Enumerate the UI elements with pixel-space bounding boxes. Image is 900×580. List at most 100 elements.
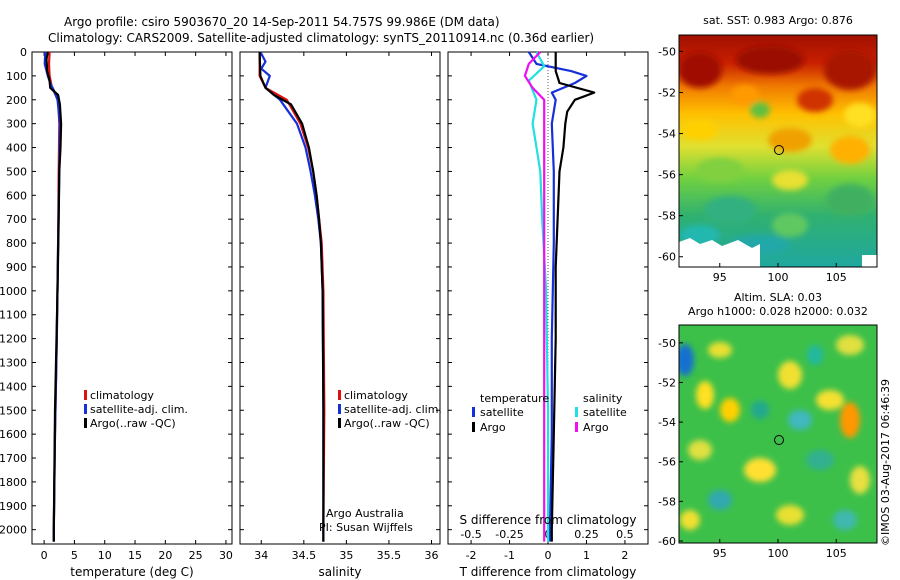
legend-swatch xyxy=(84,390,87,400)
depth-tick-label: 500 xyxy=(6,165,27,178)
sla-map-subtitle: Argo h1000: 0.028 h2000: 0.032 xyxy=(688,305,868,318)
x-tick-label: 2 xyxy=(621,549,628,562)
map-y-tick-label: -60 xyxy=(658,251,676,264)
map-y-tick-label: -52 xyxy=(658,376,676,389)
map-y-tick-label: -58 xyxy=(658,495,676,508)
depth-tick-label: 1900 xyxy=(0,500,27,513)
x-tick-label: 15 xyxy=(128,549,142,562)
x-tick-label: -2 xyxy=(466,549,477,562)
s-diff-tick-label: -0.25 xyxy=(495,528,523,541)
salinity-xlabel: salinity xyxy=(318,565,361,579)
s-diff-tick-label: 0.5 xyxy=(616,528,634,541)
x-tick-label: 20 xyxy=(158,549,172,562)
depth-tick-label: 1400 xyxy=(0,380,27,393)
map-x-tick-label: 100 xyxy=(768,271,789,284)
depth-tick-label: 1600 xyxy=(0,428,27,441)
series-line-satellite-adj-clim- xyxy=(259,51,325,542)
series-line-satellite xyxy=(527,51,550,542)
legend-swatch xyxy=(338,390,341,400)
pi-label: PI: Susan Wijffels xyxy=(319,521,413,534)
legend-label: satellite-adj. clim. xyxy=(344,403,442,416)
sst-argo-location-marker xyxy=(774,145,784,155)
salinity-plot: 34 34.5 35 35.5 36 climatologysatellite-adj. … xyxy=(254,51,442,562)
sst-map: sat. SST: 0.983 Argo: 0.876 xyxy=(658,14,878,284)
sla-argo-location-marker xyxy=(774,435,784,445)
map-y-tick-label: -50 xyxy=(658,337,676,350)
x-tick-label: 34.5 xyxy=(292,549,317,562)
legend-label: satellite xyxy=(583,406,627,419)
x-tick-label: 1 xyxy=(583,549,590,562)
legend-swatch xyxy=(338,404,341,414)
salinity-plot-frame xyxy=(239,51,441,545)
legend-label: Argo xyxy=(480,421,506,434)
depth-tick-label: 600 xyxy=(6,189,27,202)
legend-header-salinity: salinity xyxy=(583,392,623,405)
depth-axis: 0 100 200 300 400 500 600 700 800 900 1000 1100 1200… xyxy=(0,46,648,537)
legend-swatch xyxy=(472,422,475,432)
temperature-xlabel: temperature (deg C) xyxy=(70,565,193,579)
x-tick-label: 10 xyxy=(98,549,112,562)
legend-label: Argo(..raw -QC) xyxy=(344,417,430,430)
map-y-tick-label: -60 xyxy=(658,535,676,548)
x-tick-label: 35 xyxy=(339,549,353,562)
depth-tick-label: 300 xyxy=(6,118,27,131)
depth-tick-label: 800 xyxy=(6,237,27,250)
imos-credit: ©IMOS 03-Aug-2017 06:46:39 xyxy=(879,379,892,546)
map-y-tick-label: -58 xyxy=(658,210,676,223)
x-tick-label: 25 xyxy=(189,549,203,562)
x-tick-label: 5 xyxy=(71,549,78,562)
series-line-argo-raw-qc- xyxy=(45,51,63,542)
legend-swatch xyxy=(575,422,578,432)
legend-swatch xyxy=(472,407,475,417)
x-tick-label: 36 xyxy=(424,549,438,562)
depth-tick-label: 1200 xyxy=(0,333,27,346)
depth-tick-label: 1700 xyxy=(0,452,27,465)
series-line-satellite xyxy=(527,51,588,542)
x-tick-label: -1 xyxy=(504,549,515,562)
s-diff-tick-label: -0.5 xyxy=(460,528,481,541)
depth-tick-label: 1300 xyxy=(0,356,27,369)
legend-label: climatology xyxy=(344,389,408,402)
depth-tick-label: 900 xyxy=(6,261,27,274)
series-line-argo xyxy=(523,51,546,542)
legend-swatch xyxy=(84,418,87,428)
legend-label: Argo(..raw -QC) xyxy=(90,417,176,430)
depth-tick-label: 1500 xyxy=(0,404,27,417)
x-tick-label: 30 xyxy=(219,549,233,562)
series-line-climatology xyxy=(258,52,326,542)
map-y-tick-label: -56 xyxy=(658,169,676,182)
legend-label: Argo xyxy=(583,421,609,434)
legend-swatch xyxy=(338,418,341,428)
legend-header-temperature: temperature xyxy=(480,392,549,405)
series-line-argo-raw-qc- xyxy=(258,51,325,542)
header-line-2: Climatology: CARS2009. Satellite-adjuste… xyxy=(48,31,594,45)
depth-tick-label: 2000 xyxy=(0,524,27,537)
depth-tick-label: 0 xyxy=(20,46,27,59)
header-line-1: Argo profile: csiro 5903670_20 14-Sep-20… xyxy=(64,15,500,29)
sla-map: Altim. SLA: 0.03 Argo h1000: 0.028 h2000… xyxy=(658,291,878,560)
depth-tick-label: 1800 xyxy=(0,476,27,489)
x-tick-label: 0 xyxy=(41,549,48,562)
difference-plot: -2 -1 0 1 2-0.5 -0.25 0 0.25 0.5satelliteArgosat… xyxy=(460,51,634,562)
map-x-tick-label: 95 xyxy=(713,271,727,284)
depth-tick-label: 1000 xyxy=(0,285,27,298)
s-diff-tick-label: 0.25 xyxy=(574,528,599,541)
legend-label: satellite xyxy=(480,406,524,419)
depth-tick-label: 100 xyxy=(6,70,27,83)
x-tick-label: 34 xyxy=(254,549,268,562)
map-y-tick-label: -50 xyxy=(658,45,676,58)
depth-tick-label: 1100 xyxy=(0,309,27,322)
map-x-tick-label: 105 xyxy=(826,547,847,560)
x-tick-label: 0 xyxy=(545,549,552,562)
legend-swatch xyxy=(84,404,87,414)
sla-map-title: Altim. SLA: 0.03 xyxy=(734,291,822,304)
t-diff-xlabel: T difference from climatology xyxy=(459,565,637,579)
legend-swatch xyxy=(575,407,578,417)
argo-australia-label: Argo Australia xyxy=(326,507,404,520)
map-x-tick-label: 95 xyxy=(713,547,727,560)
map-y-tick-label: -52 xyxy=(658,86,676,99)
map-x-tick-label: 105 xyxy=(826,271,847,284)
depth-tick-label: 700 xyxy=(6,213,27,226)
